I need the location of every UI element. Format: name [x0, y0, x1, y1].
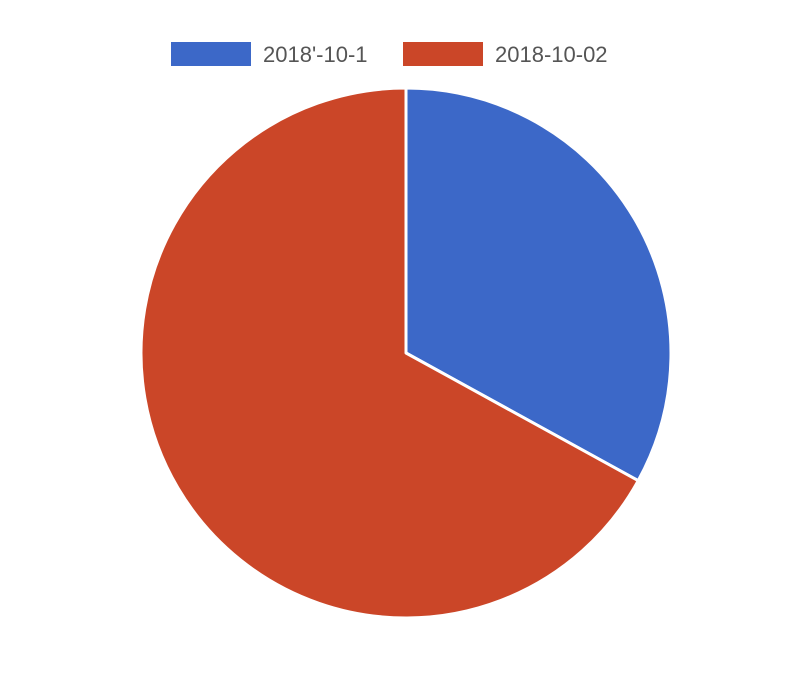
pie-slices — [139, 86, 673, 620]
legend-label: 2018'-10-1 — [263, 42, 368, 67]
legend-item[interactable]: 2018-10-02 — [403, 42, 608, 67]
pie-slice[interactable] — [139, 86, 640, 620]
legend: 2018'-10-1 2018-10-02 — [171, 42, 608, 67]
legend-swatch — [403, 42, 483, 66]
legend-swatch — [171, 42, 251, 66]
legend-label: 2018-10-02 — [495, 42, 608, 67]
pie-slice[interactable] — [404, 86, 673, 483]
legend-item[interactable]: 2018'-10-1 — [171, 42, 368, 67]
